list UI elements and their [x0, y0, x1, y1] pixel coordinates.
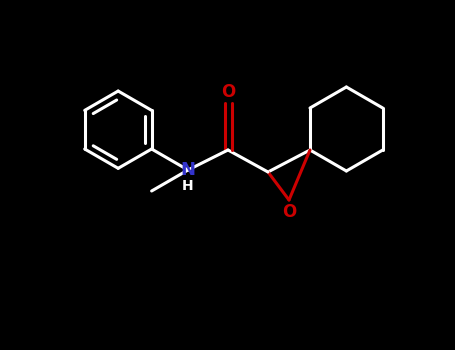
Text: O: O [221, 83, 235, 101]
Text: N: N [181, 161, 196, 179]
Text: O: O [282, 203, 296, 221]
Text: H: H [182, 179, 194, 193]
